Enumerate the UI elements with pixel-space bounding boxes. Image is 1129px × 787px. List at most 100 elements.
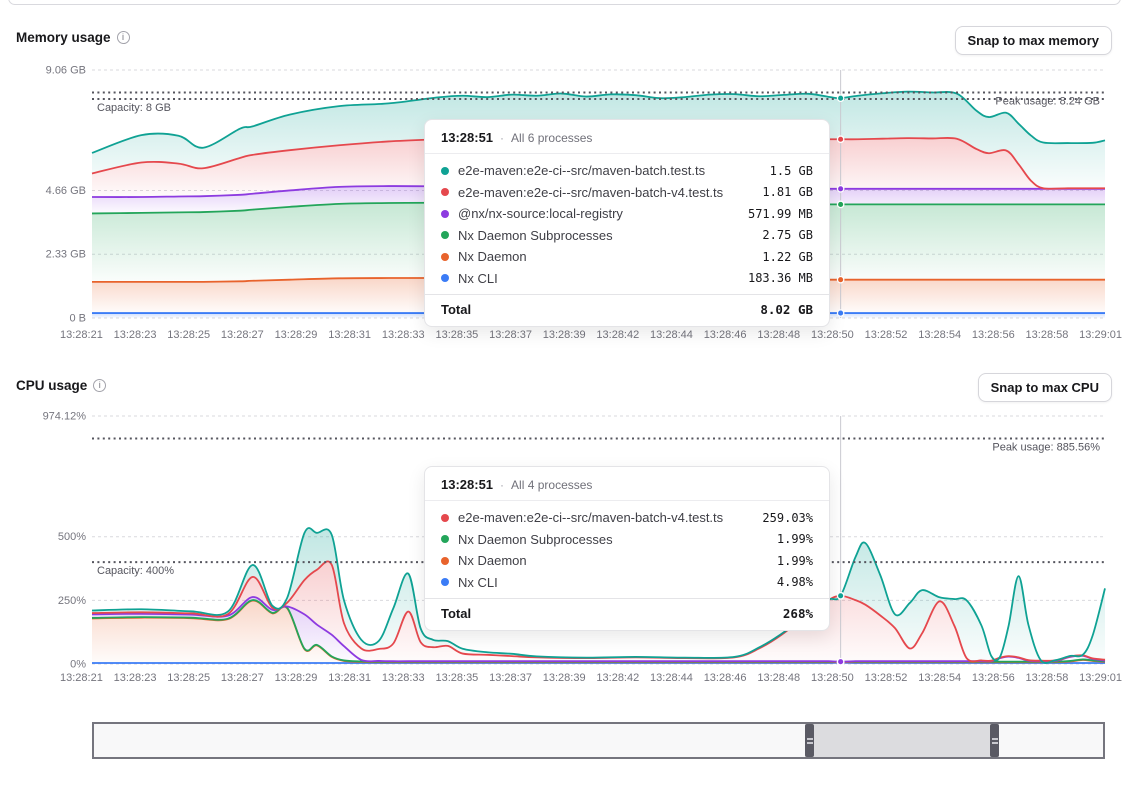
capacity-label: Capacity: 400% — [97, 565, 174, 577]
x-tick-label: 13:28:48 — [757, 672, 801, 684]
process-name: Nx Daemon — [458, 553, 527, 569]
x-tick-label: 13:28:21 — [60, 672, 103, 684]
brush-selection[interactable] — [805, 724, 999, 757]
tooltip-header: 13:28:51 · All 6 processes — [425, 120, 829, 154]
process-name: Nx CLI — [458, 574, 498, 590]
total-value: 8.02 GB — [760, 302, 813, 317]
tooltip-separator: · — [500, 478, 505, 492]
tooltip-time: 13:28:51 — [441, 130, 494, 145]
series-area-1 — [92, 600, 1105, 664]
x-tick-label: 13:28:52 — [864, 672, 908, 684]
crosshair-dot-3 — [836, 184, 845, 193]
tooltip-rows: e2e-maven:e2e-ci--src/maven-batch.test.t… — [425, 154, 829, 294]
x-tick-label: 13:28:56 — [971, 672, 1015, 684]
x-tick-label: 13:28:46 — [703, 672, 747, 684]
series-line-5 — [91, 527, 1106, 664]
brush-handle-left[interactable] — [805, 724, 814, 757]
x-tick-label: 13:28:52 — [864, 329, 908, 341]
x-tick-label: 13:28:23 — [113, 329, 157, 341]
x-tick-label: 13:28:31 — [328, 329, 372, 341]
tooltip-row: @nx/nx-source:local-registry 571.99 MB — [441, 203, 813, 225]
process-value: 1.81 GB — [762, 185, 813, 200]
x-tick-label: 13:28:42 — [596, 672, 640, 684]
cpu-x-axis: 13:28:21 13:28:23 13:28:25 13:28:27 13:28:29… — [60, 672, 1122, 684]
info-icon[interactable]: i — [116, 31, 130, 44]
x-tick-label: 13:28:50 — [810, 672, 854, 684]
x-tick-label: 13:29:01 — [1079, 329, 1122, 341]
x-tick-label: 13:28:37 — [489, 329, 532, 341]
series-area-5 — [92, 91, 1105, 189]
x-tick-label: 13:28:58 — [1025, 672, 1069, 684]
info-icon[interactable]: i — [93, 379, 107, 392]
brush-handle-right[interactable] — [990, 724, 999, 757]
series-color-dot — [441, 556, 449, 565]
crosshair-dot-2 — [836, 200, 845, 209]
series-color-dot — [441, 274, 449, 283]
x-tick-label: 13:28:33 — [381, 672, 425, 684]
total-label: Total — [441, 606, 472, 621]
x-tick-label: 13:28:27 — [220, 672, 264, 684]
crosshair-dot-3 — [836, 657, 845, 666]
process-value: 183.36 MB — [747, 271, 813, 286]
crosshair-dot-5 — [836, 591, 845, 600]
tooltip-rows: e2e-maven:e2e-ci--src/maven-batch-v4.tes… — [425, 501, 829, 598]
series-area-4 — [92, 561, 1105, 662]
x-tick-label: 13:28:27 — [220, 329, 264, 341]
series-color-dot — [441, 252, 449, 261]
series-color-dot — [441, 166, 449, 175]
snap-to-max-memory-button[interactable]: Snap to max memory — [954, 26, 1112, 55]
x-tick-label: 13:28:44 — [650, 672, 693, 684]
process-name: e2e-maven:e2e-ci--src/maven-batch.test.t… — [458, 163, 706, 179]
x-tick-label: 13:28:29 — [274, 329, 318, 341]
process-name: @nx/nx-source:local-registry — [458, 206, 623, 222]
time-range-brush[interactable] — [92, 722, 1105, 759]
memory-title: Memory usage — [16, 30, 111, 45]
x-tick-label: 13:28:58 — [1025, 329, 1069, 341]
process-name: Nx Daemon — [458, 249, 527, 265]
x-tick-label: 13:28:35 — [435, 672, 479, 684]
y-tick-label: 4.66 GB — [46, 185, 86, 197]
tooltip-row: e2e-maven:e2e-ci--src/maven-batch.test.t… — [441, 160, 813, 182]
x-tick-label: 13:28:39 — [542, 329, 586, 341]
x-tick-label: 13:28:46 — [703, 329, 747, 341]
x-tick-label: 13:28:54 — [918, 672, 962, 684]
x-tick-label: 13:28:29 — [274, 672, 318, 684]
memory-tooltip: 13:28:51 · All 6 processes e2e-maven:e2e… — [424, 119, 830, 327]
x-tick-label: 13:28:35 — [435, 329, 479, 341]
series-line-5 — [91, 90, 1106, 154]
tooltip-row: e2e-maven:e2e-ci--src/maven-batch-v4.tes… — [441, 182, 813, 204]
y-tick-label: 0 B — [69, 313, 86, 325]
process-value: 2.75 GB — [762, 228, 813, 243]
process-name: e2e-maven:e2e-ci--src/maven-batch-v4.tes… — [458, 510, 724, 526]
x-tick-label: 13:28:39 — [542, 672, 586, 684]
series-color-dot — [441, 535, 449, 544]
process-name: Nx CLI — [458, 270, 498, 286]
snap-to-max-cpu-button[interactable]: Snap to max CPU — [977, 373, 1112, 402]
series-color-dot — [441, 209, 449, 218]
crosshair-dot-1 — [836, 275, 845, 284]
process-value: 571.99 MB — [747, 206, 813, 221]
series-color-dot — [441, 188, 449, 197]
cpu-chart: 974.12% 500% 250% 0% Capacity: 400% Peak usag… — [43, 411, 1106, 671]
x-tick-label: 13:28:23 — [113, 672, 157, 684]
tooltip-total-row: Total 268% — [425, 598, 829, 630]
process-value: 1.99% — [776, 532, 813, 547]
process-value: 1.99% — [776, 553, 813, 568]
series-color-dot — [441, 231, 449, 240]
x-tick-label: 13:28:42 — [596, 329, 640, 341]
tooltip-process-count: All 4 processes — [511, 478, 593, 492]
x-tick-label: 13:28:48 — [757, 329, 801, 341]
tooltip-total-row: Total 8.02 GB — [425, 294, 829, 326]
process-name: Nx Daemon Subprocesses — [458, 531, 613, 547]
cpu-title: CPU usage — [16, 378, 88, 393]
process-value: 1.22 GB — [762, 249, 813, 264]
process-value: 4.98% — [776, 575, 813, 590]
tooltip-row: Nx CLI 183.36 MB — [441, 268, 813, 290]
crosshair-dot-5 — [836, 94, 845, 103]
process-name: Nx Daemon Subprocesses — [458, 227, 613, 243]
memory-section-header: Memory usage i — [16, 30, 130, 45]
crosshair-dot-0 — [836, 309, 845, 317]
tooltip-process-count: All 6 processes — [511, 131, 593, 145]
series-area-5 — [92, 528, 1105, 663]
